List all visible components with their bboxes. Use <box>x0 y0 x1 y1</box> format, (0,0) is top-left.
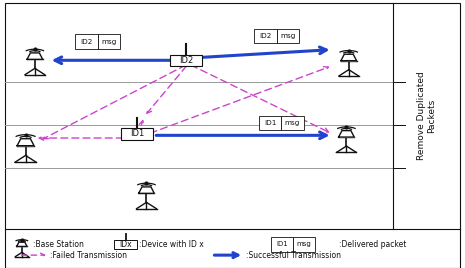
Text: msg: msg <box>280 33 296 39</box>
Text: ID1: ID1 <box>276 241 288 247</box>
Polygon shape <box>339 131 354 137</box>
FancyBboxPatch shape <box>75 34 98 49</box>
Polygon shape <box>341 54 357 61</box>
Text: :Successful Transmission: :Successful Transmission <box>246 251 340 260</box>
FancyBboxPatch shape <box>114 240 137 249</box>
FancyBboxPatch shape <box>277 29 299 43</box>
Text: ID2: ID2 <box>259 33 272 39</box>
Text: :Failed Transmission: :Failed Transmission <box>50 251 127 260</box>
FancyBboxPatch shape <box>98 34 120 49</box>
Text: IDx: IDx <box>119 240 132 249</box>
FancyBboxPatch shape <box>293 237 315 251</box>
FancyBboxPatch shape <box>271 237 293 251</box>
Text: :Base Station: :Base Station <box>33 240 84 249</box>
FancyBboxPatch shape <box>281 116 304 130</box>
Text: ID2: ID2 <box>179 56 193 65</box>
FancyBboxPatch shape <box>5 3 460 268</box>
Text: msg: msg <box>285 120 300 126</box>
FancyBboxPatch shape <box>254 29 277 43</box>
Text: msg: msg <box>297 241 312 247</box>
Text: Remove Duplicated
Packets: Remove Duplicated Packets <box>417 72 436 160</box>
Text: ID1: ID1 <box>130 129 144 139</box>
FancyBboxPatch shape <box>170 55 202 66</box>
Text: ID2: ID2 <box>80 39 93 44</box>
Polygon shape <box>17 242 27 247</box>
Text: msg: msg <box>101 39 117 44</box>
Text: :Delivered packet: :Delivered packet <box>339 240 406 249</box>
FancyBboxPatch shape <box>121 128 153 140</box>
Text: ID1: ID1 <box>264 120 276 126</box>
Text: :Device with ID x: :Device with ID x <box>139 240 203 249</box>
FancyBboxPatch shape <box>259 116 281 130</box>
Polygon shape <box>27 53 43 59</box>
Polygon shape <box>17 139 34 146</box>
Polygon shape <box>139 187 154 193</box>
